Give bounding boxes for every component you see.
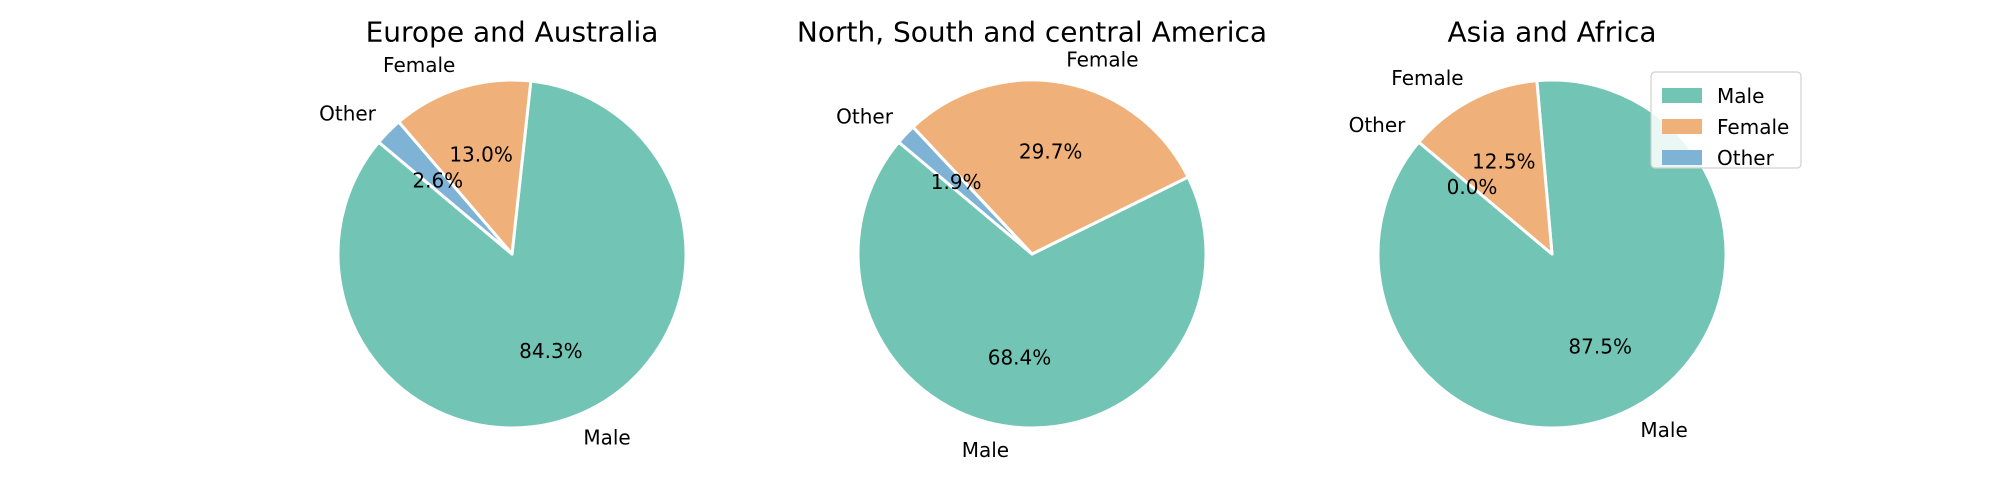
pie-title: Asia and Africa [1447,16,1656,49]
legend-label-female: Female [1717,115,1789,139]
legend-label-male: Male [1717,84,1764,108]
pie-label-male: Male [1640,418,1687,442]
pie-label-other: Other [836,104,894,128]
pie-chart-1: Europe and Australia Male 84.3% Female 13.0%… [319,16,688,450]
pie-pct-female: 13.0% [449,142,513,166]
pie-slice-female [911,78,1190,256]
pie-chart-3: Asia and Africa Male 87.5% Female 12.5% Other… [1349,16,1802,442]
pie-title: North, South and central America [797,16,1267,49]
pie-pct-other: 1.9% [931,170,982,194]
pie-chart-2: North, South and central America Male 68.4… [797,16,1267,463]
pie-slice-other [897,125,1034,256]
legend-label-other: Other [1717,146,1775,170]
pie-pct-female: 29.7% [1019,139,1083,163]
legend-swatch-other [1662,150,1702,165]
legend-swatch-male [1662,88,1702,103]
pies-layer: Europe and Australia Male 84.3% Female 13.0%… [319,16,1802,463]
pie-pct-male: 68.4% [988,346,1052,370]
pie-slice-other [377,120,514,256]
pie-slice-female [397,78,533,256]
pie-label-male: Male [583,426,630,450]
pie-label-female: Female [1391,66,1463,90]
legend-swatch-female [1662,119,1702,134]
pie-label-other: Other [1349,113,1407,137]
pie-pct-female: 12.5% [1472,149,1536,173]
pie-slice-male [856,140,1208,430]
pie-label-female: Female [383,53,455,77]
pie-label-male: Male [962,438,1009,462]
pie-pct-other: 0.0% [1447,175,1498,199]
pie-slice-female [1417,79,1554,256]
pie-label-female: Female [1066,48,1138,72]
pie-pct-other: 2.6% [412,169,463,193]
pie-pct-male: 84.3% [519,339,583,363]
pie-title: Europe and Australia [366,16,659,49]
legend: Male Female Other [1650,71,1802,170]
pie-label-other: Other [319,101,377,125]
pie-pct-male: 87.5% [1568,335,1632,359]
